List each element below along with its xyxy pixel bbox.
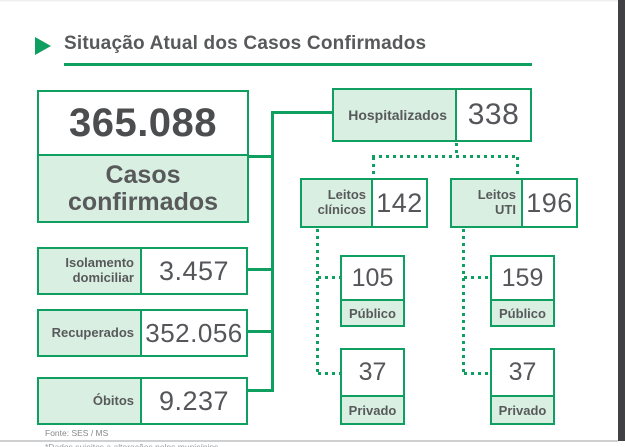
connector-isolation-line bbox=[247, 268, 274, 271]
deaths-label: Óbitos bbox=[39, 379, 142, 423]
clinical-private-value: 37 bbox=[358, 358, 387, 386]
icu-beds-value: 196 bbox=[526, 187, 573, 218]
hospitalized-value: 338 bbox=[467, 98, 520, 131]
icu-public-box: 159 Público bbox=[490, 255, 555, 327]
icu-private-box: 37 Privado bbox=[490, 348, 555, 425]
hospitalized-box: Hospitalizados 338 bbox=[332, 88, 532, 142]
connector-trunk-line bbox=[271, 111, 274, 392]
footer-note: *Dados sujeitos a alterações pelos munic… bbox=[45, 442, 219, 447]
deaths-box: Óbitos 9.237 bbox=[37, 377, 248, 425]
viewer-edge-bar bbox=[618, 0, 625, 441]
connector-clinical-private-stub-dotted bbox=[318, 372, 340, 375]
connector-clinical-trunk-dotted bbox=[316, 229, 319, 375]
connector-deaths-line bbox=[247, 389, 274, 392]
connector-icu-trunk-dotted bbox=[462, 229, 465, 375]
page-title: Situação Atual dos Casos Confirmados bbox=[64, 33, 427, 54]
clinical-private-box: 37 Privado bbox=[340, 348, 405, 425]
clinical-private-label: Privado bbox=[342, 395, 403, 423]
icu-private-label: Privado bbox=[492, 395, 553, 423]
recovered-value: 352.056 bbox=[145, 317, 243, 348]
home-isolation-box: Isolamento domiciliar 3.457 bbox=[37, 247, 248, 295]
page-bottom-edge bbox=[0, 440, 618, 442]
icu-public-label: Público bbox=[492, 299, 553, 325]
clinical-public-label: Público bbox=[342, 299, 403, 325]
connector-icu-private-stub-dotted bbox=[464, 372, 490, 375]
confirmed-cases-value: 365.088 bbox=[68, 100, 218, 145]
deaths-value: 9.237 bbox=[158, 385, 230, 416]
hospitalized-label: Hospitalizados bbox=[334, 90, 457, 140]
icu-private-value: 37 bbox=[508, 358, 537, 386]
clinical-beds-label: Leitos clínicos bbox=[302, 180, 373, 226]
connector-confirmed-line bbox=[247, 155, 274, 158]
title-arrow-icon bbox=[35, 37, 51, 55]
connector-beds-crossbar-dotted bbox=[372, 155, 519, 158]
recovered-label: Recuperados bbox=[39, 311, 142, 355]
connector-hospitalized-drop-dotted bbox=[455, 143, 458, 155]
clinical-public-box: 105 Público bbox=[340, 255, 405, 327]
home-isolation-value: 3.457 bbox=[158, 255, 230, 286]
confirmed-cases-label: Casos confirmados bbox=[39, 154, 247, 221]
connector-recovered-line bbox=[247, 330, 274, 333]
recovered-box: Recuperados 352.056 bbox=[37, 309, 248, 357]
icu-beds-label: Leitos UTI bbox=[452, 180, 523, 226]
connector-icu-drop-dotted bbox=[516, 157, 519, 178]
connector-icu-public-stub-dotted bbox=[464, 276, 490, 279]
footer-source: Fonte: SES / MS bbox=[45, 428, 109, 438]
clinical-public-value: 105 bbox=[351, 263, 394, 292]
connector-hospitalized-line bbox=[271, 111, 332, 114]
connector-clinical-public-stub-dotted bbox=[318, 276, 340, 279]
clinical-beds-value: 142 bbox=[376, 187, 423, 218]
connector-clinical-drop-dotted bbox=[372, 157, 375, 178]
home-isolation-label: Isolamento domiciliar bbox=[39, 249, 142, 293]
confirmed-cases-box: 365.088 Casos confirmados bbox=[37, 90, 249, 223]
title-underline bbox=[64, 63, 532, 66]
page-top-edge bbox=[0, 0, 625, 2]
clinical-beds-box: Leitos clínicos 142 bbox=[300, 178, 428, 228]
icu-public-value: 159 bbox=[501, 263, 544, 292]
icu-beds-box: Leitos UTI 196 bbox=[450, 178, 578, 228]
